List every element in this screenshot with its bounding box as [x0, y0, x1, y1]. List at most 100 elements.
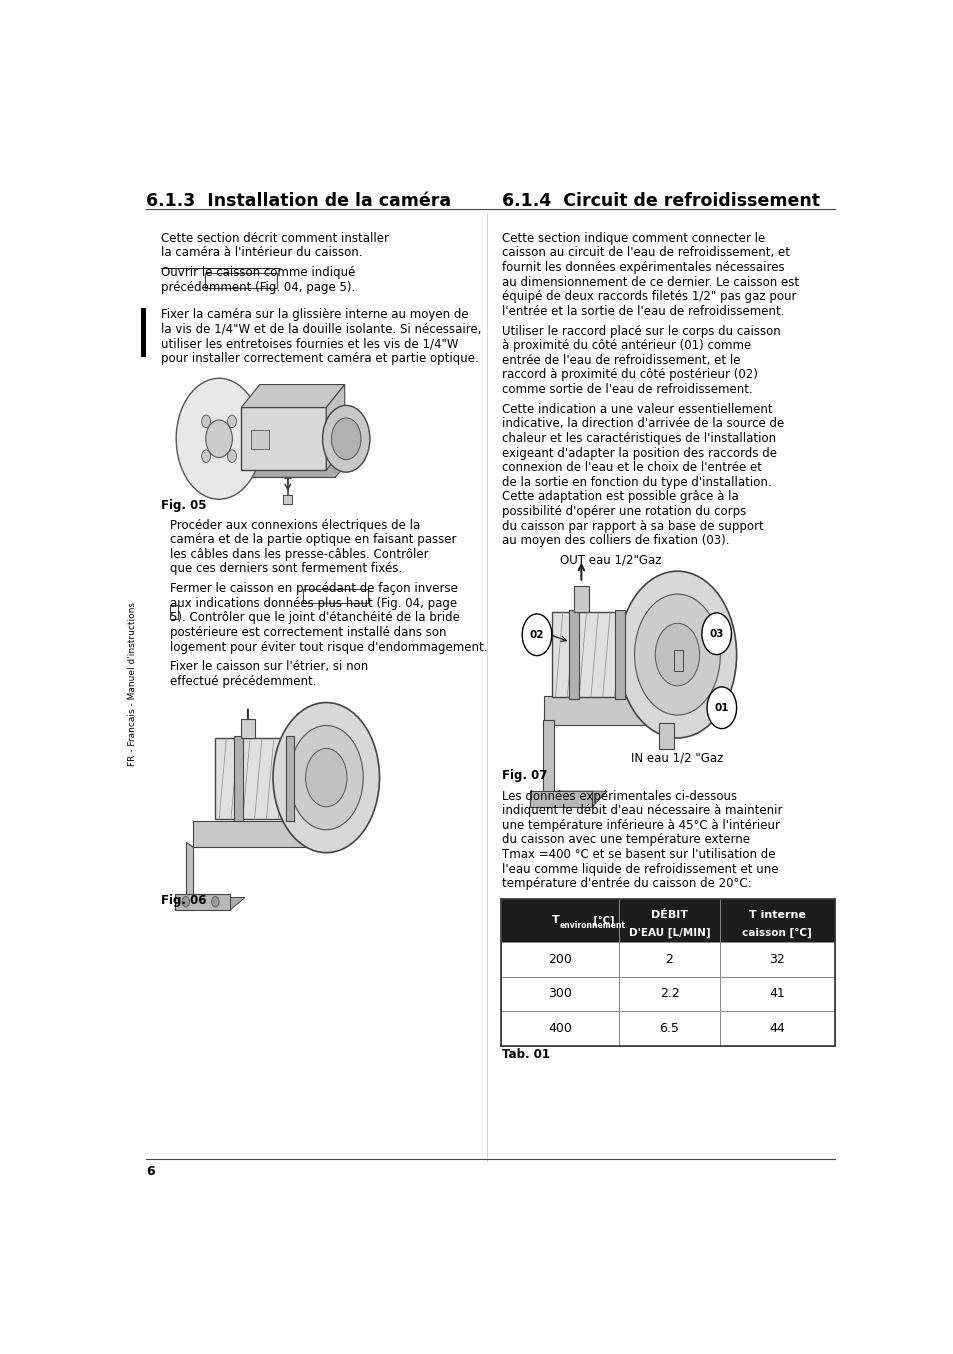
Text: T: T — [552, 915, 559, 925]
Bar — [283, 496, 292, 505]
Text: T interne: T interne — [748, 910, 805, 921]
Text: chaleur et les caractéristiques de l'installation: chaleur et les caractéristiques de l'ins… — [501, 432, 776, 445]
Bar — [500, 899, 834, 942]
Polygon shape — [239, 458, 354, 478]
Text: Procéder aux connexions électriques de la: Procéder aux connexions électriques de l… — [170, 519, 419, 532]
Bar — [500, 976, 834, 1011]
Text: 5). Contrôler que le joint d'étanchéité de la bride: 5). Contrôler que le joint d'étanchéité … — [170, 611, 459, 624]
Text: la vis de 1/4"W et de la douille isolante. Si nécessaire,: la vis de 1/4"W et de la douille isolant… — [161, 322, 481, 336]
Text: au dimensionnement de ce dernier. Le caisson est: au dimensionnement de ce dernier. Le cai… — [501, 276, 799, 288]
Text: environnement: environnement — [559, 921, 625, 930]
Text: la caméra à l'intérieur du caisson.: la caméra à l'intérieur du caisson. — [161, 246, 362, 260]
Text: entrée de l'eau de refroidissement, et le: entrée de l'eau de refroidissement, et l… — [501, 353, 740, 367]
Circle shape — [228, 416, 236, 428]
Bar — [193, 822, 314, 848]
Circle shape — [701, 613, 731, 654]
Text: Tab. 01: Tab. 01 — [501, 1048, 550, 1060]
Text: DÉBIT: DÉBIT — [650, 910, 687, 921]
Text: 44: 44 — [769, 1022, 784, 1034]
Bar — [241, 408, 326, 470]
Text: exigeant d'adapter la position des raccords de: exigeant d'adapter la position des racco… — [501, 447, 777, 459]
Polygon shape — [174, 898, 245, 910]
Text: l'eau comme liquide de refroidissement et une: l'eau comme liquide de refroidissement e… — [501, 862, 778, 876]
Bar — [215, 738, 324, 819]
Text: Fixer la caméra sur la glissière interne au moyen de: Fixer la caméra sur la glissière interne… — [161, 307, 469, 321]
Bar — [239, 468, 335, 478]
Text: FR - Francais - Manuel d'instructions: FR - Francais - Manuel d'instructions — [128, 601, 137, 766]
Bar — [542, 720, 554, 799]
Text: 6.1.4  Circuit de refroidissement: 6.1.4 Circuit de refroidissement — [501, 192, 820, 210]
Bar — [140, 309, 146, 357]
Text: équipé de deux raccords filetés 1/2" pas gaz pour: équipé de deux raccords filetés 1/2" pas… — [501, 290, 796, 303]
Text: 6.1.3  Installation de la caméra: 6.1.3 Installation de la caméra — [146, 192, 451, 210]
Bar — [285, 737, 294, 822]
Bar — [673, 650, 682, 672]
Text: précédemment (Fig. 04, page 5).: précédemment (Fig. 04, page 5). — [161, 280, 355, 294]
Circle shape — [201, 416, 211, 428]
Circle shape — [706, 686, 736, 728]
Text: Fermer le caisson en procédant de façon inverse: Fermer le caisson en procédant de façon … — [170, 582, 456, 596]
Bar — [614, 609, 624, 700]
Circle shape — [322, 405, 370, 473]
Polygon shape — [241, 385, 344, 408]
Text: logement pour éviter tout risque d'endommagement.: logement pour éviter tout risque d'endom… — [170, 640, 487, 654]
Text: 41: 41 — [769, 987, 784, 1001]
Text: température d'entrée du caisson de 20°C:: température d'entrée du caisson de 20°C: — [501, 877, 751, 890]
Bar — [500, 942, 834, 976]
Text: Cette section indique comment connecter le: Cette section indique comment connecter … — [501, 232, 764, 245]
Text: pour installer correctement caméra et partie optique.: pour installer correctement caméra et pa… — [161, 352, 478, 364]
Text: 02: 02 — [529, 630, 543, 640]
Text: Fig. 06: Fig. 06 — [161, 895, 207, 907]
Text: effectué précédemment.: effectué précédemment. — [170, 674, 315, 688]
Text: caméra et de la partie optique en faisant passer: caméra et de la partie optique en faisan… — [170, 533, 456, 546]
Text: 2: 2 — [665, 953, 673, 965]
Text: Utiliser le raccord placé sur le corps du caisson: Utiliser le raccord placé sur le corps d… — [501, 325, 781, 337]
Text: les câbles dans les presse-câbles. Contrôler: les câbles dans les presse-câbles. Contr… — [170, 548, 428, 561]
Text: du caisson avec une température externe: du caisson avec une température externe — [501, 833, 749, 846]
Text: l'entrée et la sortie de l'eau de refroidissement.: l'entrée et la sortie de l'eau de refroi… — [501, 305, 784, 318]
Circle shape — [201, 450, 211, 463]
Text: aux indications données plus haut (Fig. 04, page: aux indications données plus haut (Fig. … — [170, 597, 456, 609]
Bar — [170, 604, 177, 619]
Circle shape — [176, 378, 262, 500]
Polygon shape — [326, 385, 344, 470]
Text: indicative, la direction d'arrivée de la source de: indicative, la direction d'arrivée de la… — [501, 417, 783, 431]
Text: Les données expérimentales ci-dessous: Les données expérimentales ci-dessous — [501, 789, 737, 803]
Text: Fig. 07: Fig. 07 — [501, 769, 547, 783]
Bar — [544, 696, 692, 726]
Text: 03: 03 — [709, 628, 723, 639]
Bar — [251, 431, 269, 450]
Text: 32: 32 — [769, 953, 784, 965]
Circle shape — [521, 613, 551, 655]
Bar — [574, 586, 588, 612]
Text: connexion de l'eau et le choix de l'entrée et: connexion de l'eau et le choix de l'entr… — [501, 462, 761, 474]
Circle shape — [289, 726, 363, 830]
Text: à proximité du côté antérieur (01) comme: à proximité du côté antérieur (01) comme — [501, 340, 751, 352]
Text: 2.2: 2.2 — [659, 987, 679, 1001]
Circle shape — [305, 749, 347, 807]
Text: Cette adaptation est possible grâce à la: Cette adaptation est possible grâce à la — [501, 490, 739, 504]
Circle shape — [618, 571, 736, 738]
Text: Cette indication a une valeur essentiellement: Cette indication a une valeur essentiell… — [501, 402, 772, 416]
Circle shape — [182, 896, 190, 907]
Text: 6: 6 — [146, 1166, 154, 1178]
Text: 400: 400 — [548, 1022, 572, 1034]
Bar — [500, 1011, 834, 1045]
Text: du caisson par rapport à sa base de support: du caisson par rapport à sa base de supp… — [501, 520, 763, 532]
Text: D'EAU [L/MIN]: D'EAU [L/MIN] — [628, 927, 710, 938]
Bar — [326, 422, 346, 455]
Text: IN eau 1/2 "Gaz: IN eau 1/2 "Gaz — [631, 751, 723, 765]
Text: indiquent le débit d'eau nécessaire à maintenir: indiquent le débit d'eau nécessaire à ma… — [501, 804, 781, 818]
Bar — [659, 723, 673, 750]
Text: OUT eau 1/2"Gaz: OUT eau 1/2"Gaz — [559, 554, 661, 566]
Bar — [233, 737, 242, 822]
Circle shape — [212, 896, 219, 907]
Bar — [205, 274, 277, 287]
Text: postérieure est correctement installé dans son: postérieure est correctement installé da… — [170, 626, 446, 639]
Text: Cette section décrit comment installer: Cette section décrit comment installer — [161, 232, 389, 245]
Text: Fixer le caisson sur l'étrier, si non: Fixer le caisson sur l'étrier, si non — [170, 661, 368, 673]
Text: 200: 200 — [548, 953, 572, 965]
Bar — [551, 612, 676, 697]
Circle shape — [273, 703, 379, 853]
Text: de la sortie en fonction du type d'installation.: de la sortie en fonction du type d'insta… — [501, 475, 771, 489]
